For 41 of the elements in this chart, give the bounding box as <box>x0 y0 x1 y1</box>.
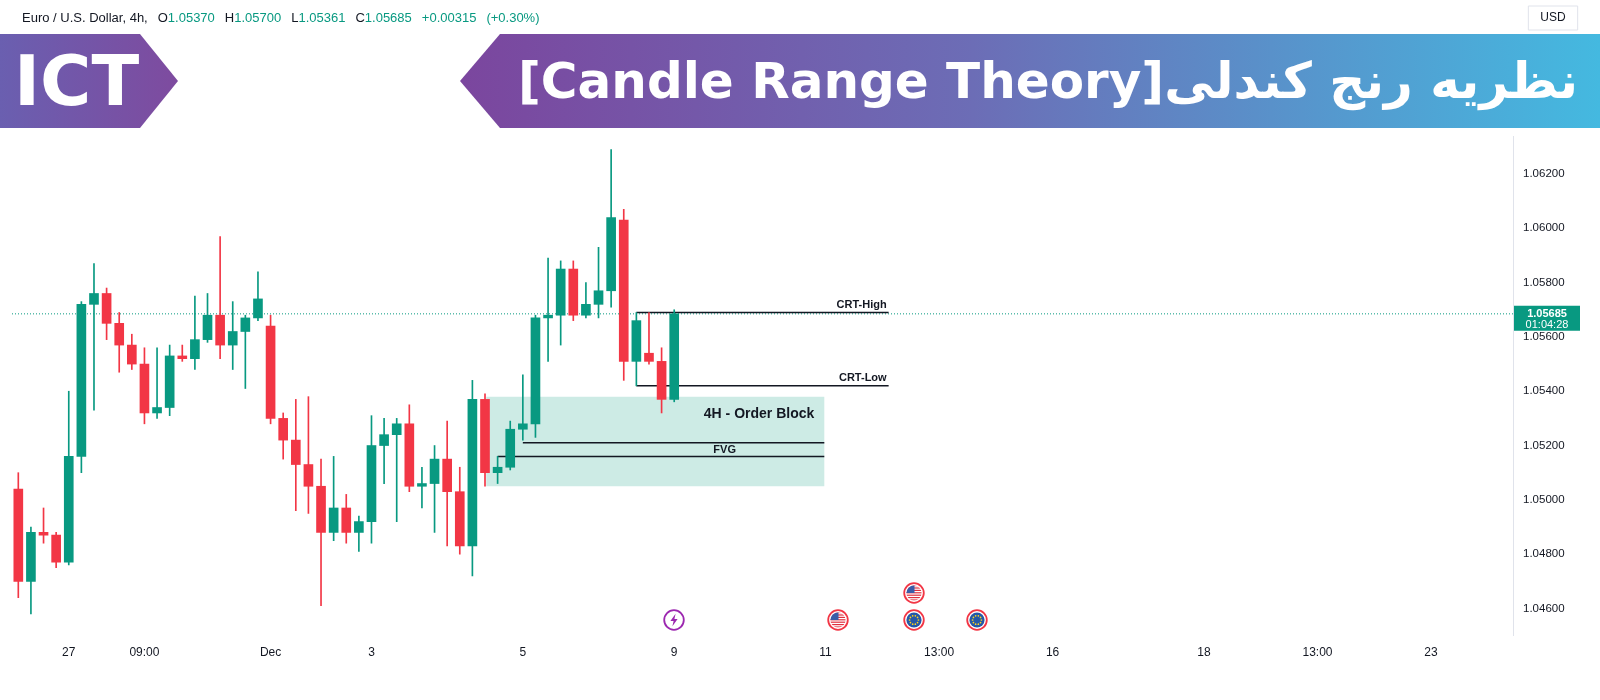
y-tick-label: 1.06000 <box>1523 221 1565 234</box>
ref-line-label: FVG <box>713 442 736 455</box>
candlestick <box>379 418 389 484</box>
text: 01:04:28 <box>1525 317 1569 330</box>
y-tick-label: 1.05200 <box>1523 438 1565 451</box>
candlestick <box>152 347 162 419</box>
candlestick <box>644 312 654 365</box>
x-tick-label: 16 <box>1045 645 1060 660</box>
chart-title: ICT <box>14 40 140 122</box>
candlestick <box>290 399 301 512</box>
y-tick-label: 1.04600 <box>1523 601 1565 614</box>
y-tick-label: 1.05000 <box>1523 493 1565 506</box>
text: USD <box>1540 10 1566 25</box>
y-tick-label: 1.06200 <box>1523 167 1565 180</box>
y-tick-label: 1.05400 <box>1523 384 1565 397</box>
candlestick <box>391 418 402 522</box>
x-tick-label: 09:00 <box>129 645 160 660</box>
ref-line-label: CRT-Low <box>838 370 888 383</box>
chart-subtitle: نظریه رنج کندلی[Candle Range Theory] <box>518 52 1578 110</box>
x-tick-label: Dec <box>259 645 282 660</box>
text: Euro / U.S. Dollar, 4h, <box>22 9 148 25</box>
ref-line-label: 1.05685 <box>1527 306 1567 319</box>
y-tick-label: 1.04800 <box>1523 547 1565 560</box>
candlestick <box>417 466 427 509</box>
band-label: 4H - Order Block <box>703 404 815 421</box>
x-tick-label: 18 <box>1197 645 1211 660</box>
x-tick-label: 11 <box>819 645 833 660</box>
x-tick-label: 3 <box>368 645 376 660</box>
y-tick-label: 1.05800 <box>1523 275 1565 288</box>
x-tick-label: 27 <box>62 645 76 660</box>
candlestick <box>177 344 188 362</box>
text: O1.05370 H1.05700 L1.05361 C1.05685 +0.00315 (+0.30%) <box>157 9 540 25</box>
ref-line-label: CRT-High <box>836 297 887 310</box>
candlestick <box>215 236 225 359</box>
candlestick <box>518 374 528 441</box>
x-tick-label: 13:00 <box>1302 645 1333 660</box>
x-tick-label: 23 <box>1424 645 1439 660</box>
x-tick-label: 5 <box>519 645 527 660</box>
x-tick-label: 9 <box>670 645 678 660</box>
x-tick-label: 13:00 <box>924 645 955 660</box>
y-tick-label: 1.05600 <box>1523 330 1565 343</box>
